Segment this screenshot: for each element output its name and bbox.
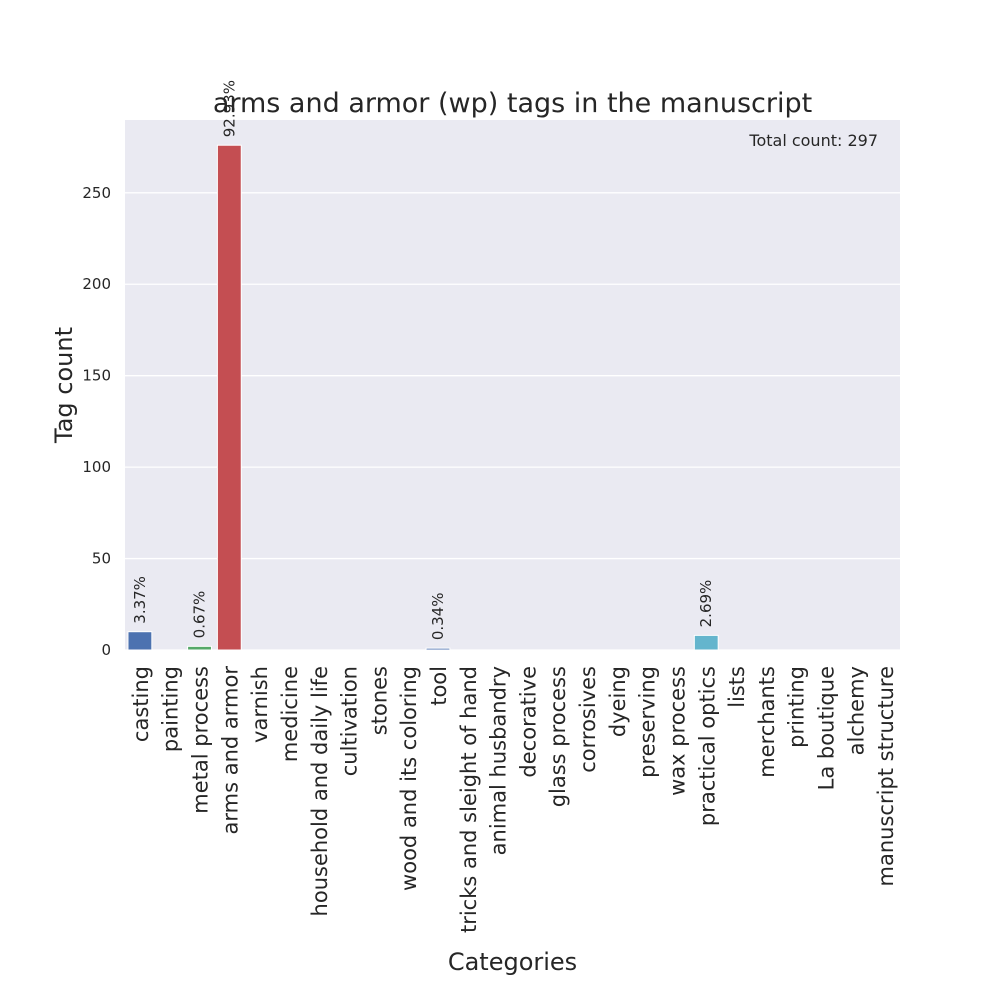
x-tick-label: varnish — [248, 666, 272, 743]
x-axis-title: Categories — [448, 948, 577, 976]
x-tick-label: medicine — [278, 666, 302, 762]
y-tick-label: 0 — [101, 641, 111, 659]
x-tick-label: manuscript structure — [874, 666, 898, 886]
bar-casting — [127, 631, 153, 651]
x-tick-label: tool — [427, 666, 451, 706]
bar-tool — [425, 647, 451, 651]
x-tick-labels: casting painting metal process arms and arm… — [129, 666, 898, 933]
y-tick-label: 200 — [82, 275, 111, 293]
x-tick-label: printing — [785, 666, 809, 748]
x-tick-label: wax process — [665, 666, 689, 796]
x-tick-label: metal process — [189, 666, 213, 814]
x-tick-label: wood and its coloring — [397, 666, 421, 891]
y-axis-title: Tag count — [50, 327, 78, 444]
plot-area — [125, 120, 900, 650]
gridlines — [125, 192, 900, 651]
x-tick-label: alchemy — [844, 666, 868, 755]
x-tick-label: stones — [367, 666, 391, 735]
bar-metal-process — [187, 645, 212, 651]
bar-practical-optics — [693, 634, 719, 651]
x-tick-label: decorative — [516, 666, 540, 778]
bar-arms-and-armor — [216, 144, 242, 651]
x-tick-label: casting — [129, 666, 153, 742]
x-tick-label: painting — [159, 666, 183, 752]
bars — [127, 144, 719, 651]
x-tick-label: arms and armor — [218, 666, 242, 835]
x-tick-label: preserving — [636, 666, 660, 778]
y-tick-labels: 0 50 100 150 200 250 — [82, 184, 111, 659]
total-count-annotation: Total count: 297 — [748, 131, 878, 150]
x-tick-label: tricks and sleight of hand — [457, 666, 481, 933]
data-label: 2.69% — [697, 580, 715, 628]
data-labels: 3.37% 0.67% 92.93% 0.34% 2.69% — [131, 80, 715, 640]
x-tick-label: household and daily life — [308, 666, 332, 916]
data-label: 0.34% — [429, 593, 447, 641]
data-label: 3.37% — [131, 576, 149, 624]
x-tick-label: glass process — [546, 666, 570, 807]
y-tick-label: 100 — [82, 458, 111, 476]
x-tick-label: animal husbandry — [487, 666, 511, 855]
y-tick-label: 150 — [82, 367, 111, 385]
x-tick-label: merchants — [755, 666, 779, 778]
x-tick-label: practical optics — [695, 666, 719, 826]
y-tick-label: 50 — [92, 550, 111, 568]
x-tick-label: La boutique — [814, 666, 838, 790]
chart-title: arms and armor (wp) tags in the manuscri… — [213, 88, 812, 119]
y-tick-label: 250 — [82, 184, 111, 202]
x-tick-label: lists — [725, 666, 749, 708]
data-label: 92.93% — [220, 80, 238, 137]
x-tick-label: cultivation — [338, 666, 362, 776]
data-label: 0.67% — [191, 591, 209, 639]
x-tick-label: corrosives — [576, 666, 600, 773]
x-tick-label: dyeing — [606, 666, 630, 737]
